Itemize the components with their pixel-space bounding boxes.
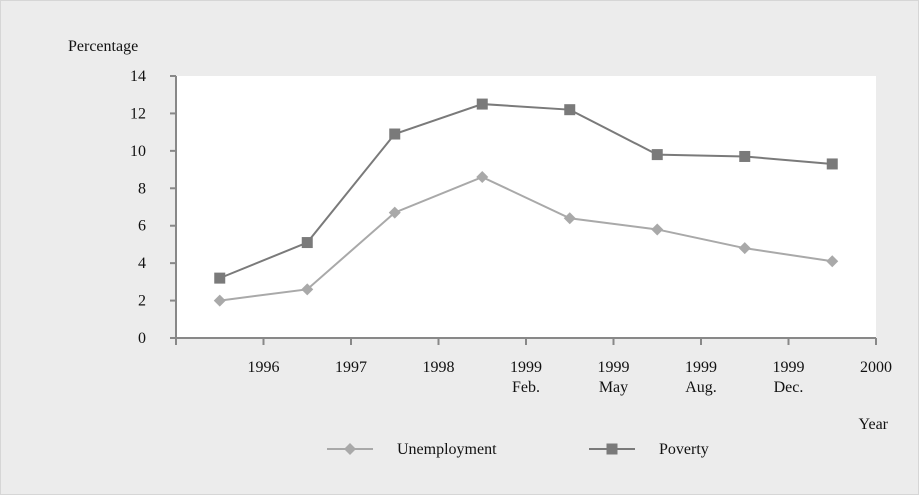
- y-tick-label: 4: [138, 255, 146, 272]
- unemployment-point: [476, 171, 489, 184]
- y-tick-label: 8: [138, 180, 146, 197]
- unemployment-point: [301, 283, 314, 296]
- x-tick-label: 1999: [598, 359, 630, 376]
- poverty-point: [389, 128, 401, 140]
- poverty-point: [476, 98, 488, 110]
- x-tick-label: Dec.: [774, 379, 804, 396]
- unemployment-point: [738, 242, 751, 255]
- unemployment-point: [826, 255, 839, 268]
- legend-label-unemployment: Unemployment: [397, 441, 497, 458]
- x-tick-label: 1997: [335, 359, 367, 376]
- y-tick-label: 0: [138, 330, 146, 347]
- plot-area: [176, 76, 876, 338]
- y-tick-label: 14: [130, 68, 146, 85]
- y-tick-label: 12: [130, 105, 146, 122]
- poverty-point: [651, 149, 663, 161]
- series-layer: [213, 98, 839, 307]
- unemployment-point: [563, 212, 576, 225]
- x-tick-label: 1999: [773, 359, 805, 376]
- legend-marker-poverty: [606, 443, 618, 455]
- poverty-point: [564, 104, 576, 116]
- x-tick-label: May: [599, 379, 628, 396]
- y-tick-label: 10: [130, 143, 146, 160]
- unemployment-point: [651, 223, 664, 236]
- x-axis-label: Year: [859, 416, 889, 433]
- poverty-line: [219, 103, 833, 280]
- x-tick-label: 1998: [423, 359, 455, 376]
- x-tick-label: 2000: [860, 359, 892, 376]
- x-tick-label: Feb.: [512, 379, 540, 396]
- y-tick-label: 6: [138, 218, 146, 235]
- legend-label-poverty: Poverty: [659, 441, 709, 458]
- poverty-point: [826, 158, 838, 170]
- x-tick-label: Aug.: [685, 379, 717, 396]
- y-axis-label: Percentage: [68, 38, 138, 55]
- axes: 0 2 4 6 8 10 12 14 1996 1997 1998 1999 Feb. 1999 May 19…: [130, 68, 892, 396]
- legend: Unemployment Poverty: [327, 441, 709, 458]
- poverty-point: [739, 150, 751, 162]
- poverty-point: [301, 237, 313, 249]
- unemployment-line: [219, 175, 833, 302]
- y-tick-label: 2: [138, 293, 146, 310]
- x-tick-label: 1999: [510, 359, 542, 376]
- x-tick-label: 1996: [248, 359, 280, 376]
- x-tick-label: 1999: [685, 359, 717, 376]
- unemployment-point: [213, 294, 226, 307]
- poverty-point: [214, 272, 226, 284]
- legend-marker-unemployment: [344, 443, 356, 455]
- unemployment-point: [388, 206, 401, 219]
